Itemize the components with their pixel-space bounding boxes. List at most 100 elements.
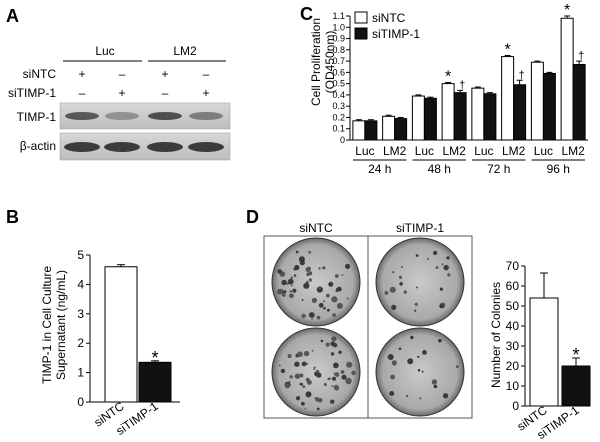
panel-c-proliferation-chart: Cell Proliferation (OD450nm) 00.10.20.30… xyxy=(309,2,588,176)
blot-label-timp1: TIMP-1 xyxy=(17,110,57,124)
colony-dot xyxy=(327,308,330,312)
colony-dot xyxy=(301,361,307,367)
colony-dot xyxy=(400,266,403,268)
row-label-sitimp1: siTIMP-1 xyxy=(8,86,56,100)
colony-dot xyxy=(283,290,287,294)
colony-dot xyxy=(316,286,323,293)
colony-dot xyxy=(447,273,451,277)
colony-dot xyxy=(287,354,292,358)
colony-dot xyxy=(316,372,322,378)
chart-c-ytick-label: 0 xyxy=(340,135,345,145)
band-timp1-lane4 xyxy=(189,112,223,120)
chart-c-legend: siNTC siTIMP-1 xyxy=(354,11,420,41)
colony-dot xyxy=(291,284,293,287)
chart-d-ylabel: Number of Colonies xyxy=(489,282,503,388)
colony-dot xyxy=(341,274,344,276)
colony-dot xyxy=(305,391,312,398)
bar-c-sitimp-1-4 xyxy=(453,92,467,141)
colony-dot xyxy=(306,272,310,277)
colony-dot xyxy=(414,309,417,312)
annotation-star: * xyxy=(564,2,570,19)
colony-dot xyxy=(293,268,296,270)
colony-dot xyxy=(349,363,353,367)
colony-dot xyxy=(325,342,330,347)
bar-c-sitimp-1-2 xyxy=(394,118,408,141)
colony-dot xyxy=(311,297,317,303)
plate-sitimp1-bottom xyxy=(375,327,465,417)
chart-c-ytick-label: 0.2 xyxy=(332,112,345,122)
annotation-dagger: † xyxy=(578,50,584,62)
colony-dot xyxy=(316,315,321,320)
colony-dot xyxy=(307,380,312,385)
colony-dot xyxy=(281,293,286,297)
colony-dot xyxy=(417,355,420,358)
chart-d-ytick-label: 10 xyxy=(506,379,520,393)
colony-dot xyxy=(293,274,297,277)
colony-dot xyxy=(346,297,349,300)
chart-c-ytick-label: 0.6 xyxy=(332,67,345,77)
chart-d-ytick-label: 0 xyxy=(512,399,519,413)
colony-dot xyxy=(414,302,418,306)
colony-dot xyxy=(308,278,312,282)
mark-sintc-lane2: – xyxy=(119,67,126,81)
colony-dot xyxy=(331,385,334,388)
colony-dot xyxy=(384,291,389,295)
colony-dot xyxy=(410,335,414,340)
colony-dot xyxy=(311,349,314,352)
colony-dot xyxy=(305,267,311,272)
colony-dot xyxy=(330,352,335,356)
colony-dot xyxy=(297,351,303,358)
colony-dot xyxy=(280,368,286,374)
colony-dot xyxy=(331,336,337,342)
bar-c-sintc-8 xyxy=(560,17,574,141)
chart-b-bar-sitimp-1 xyxy=(138,361,172,403)
mark-sintc-lane3: + xyxy=(161,67,168,81)
colony-dot xyxy=(391,360,397,366)
panel-a-western-blot: Luc LM2 siNTC siTIMP-1 + – + – – + – + T… xyxy=(8,44,231,161)
colony-dot xyxy=(403,290,407,294)
colony-dot xyxy=(322,306,327,310)
mark-sitimp1-lane3: – xyxy=(162,86,169,100)
chart-c-ytick-label: 0.4 xyxy=(332,90,345,100)
annotation-dagger: † xyxy=(459,79,465,91)
bar-c-sitimp-1-1 xyxy=(364,120,378,141)
colony-dot xyxy=(390,374,395,380)
colony-dot xyxy=(422,350,427,355)
chart-c-group-label: 24 h xyxy=(368,162,391,176)
colony-dot xyxy=(341,374,347,380)
colony-dot xyxy=(318,287,321,290)
chart-d-ytick-label: 60 xyxy=(506,279,520,293)
band-timp1-lane1 xyxy=(65,112,99,120)
chart-d-ytick-label: 30 xyxy=(506,339,520,353)
bar-c-sintc-4 xyxy=(441,83,455,141)
colony-dot xyxy=(333,372,336,375)
colony-dot xyxy=(407,358,414,365)
bar-c-sintc-3 xyxy=(411,95,425,141)
colony-dot xyxy=(295,396,301,401)
chart-c-category-label: Luc xyxy=(474,144,493,158)
colony-dot xyxy=(320,339,324,343)
chart-b-ytick-label: 1 xyxy=(77,366,84,380)
panel-letter-b: B xyxy=(6,207,19,227)
colony-dot xyxy=(328,281,334,287)
bar-c-sintc-7 xyxy=(530,61,544,141)
chart-b-annotation-star: * xyxy=(151,348,158,368)
band-beta-actin-lane2 xyxy=(104,142,140,152)
colony-dot xyxy=(332,376,336,381)
colony-dot xyxy=(289,290,292,293)
colony-dot xyxy=(328,377,331,380)
panel-d-colony-plates: siNTC siTIMP-1 xyxy=(263,221,473,419)
chart-c-ylabel-line1: Cell Proliferation xyxy=(309,18,323,106)
colony-dot xyxy=(295,250,299,254)
panel-b-timp1-chart: TIMP-1 in Cell Culture Supernatant (ng/m… xyxy=(40,248,180,438)
mark-sintc-lane1: + xyxy=(78,67,85,81)
chart-d-ytick-label: 20 xyxy=(506,359,520,373)
panel-letter-d: D xyxy=(246,207,259,227)
colony-dot xyxy=(277,269,283,274)
chart-c-ytick-label: 0.5 xyxy=(332,79,345,89)
band-beta-actin-lane3 xyxy=(147,142,183,152)
annotation-dagger: † xyxy=(519,69,525,81)
chart-c-category-label: LM2 xyxy=(561,144,585,158)
colony-dot xyxy=(331,296,338,303)
